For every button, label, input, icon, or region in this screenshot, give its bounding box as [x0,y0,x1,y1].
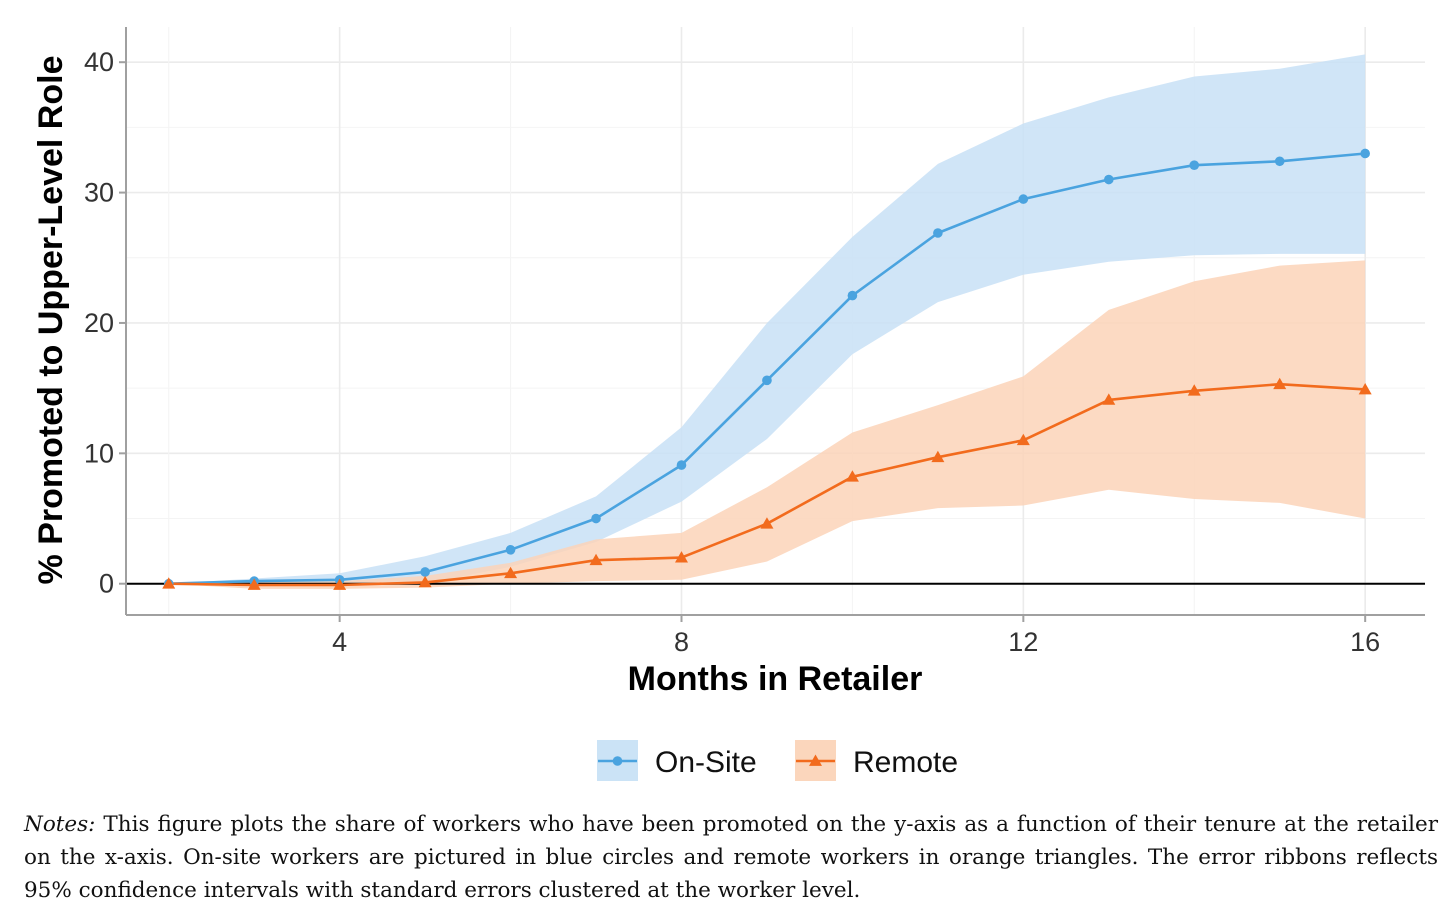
x-axis-title: Months in Retailer [628,660,923,698]
point-on-site [1103,174,1114,185]
tick-labels: 0 10 20 30 40 4 8 12 16 [84,47,1380,657]
x-tick-label: 16 [1350,627,1380,657]
point-on-site [847,290,858,301]
point-remote [589,553,603,566]
point-remote [674,551,688,563]
ribbon-on-site [168,54,1366,584]
y-tick-label: 40 [84,47,114,77]
chart: 0 10 20 30 40 4 8 12 16 Months in Retailer % Pro… [32,27,1425,781]
x-tick-label: 12 [1008,627,1038,657]
point-on-site [1189,160,1200,170]
point-remote [1358,382,1372,395]
point-remote [418,575,432,588]
y-tick-label: 30 [84,178,114,208]
figure-notes: Notes: This figure plots the share of wo… [24,808,1438,907]
series-markers [162,148,1372,590]
point-remote [1102,393,1116,405]
notes-label: Notes: [24,812,96,837]
point-on-site [505,545,516,555]
point-on-site [1274,156,1285,167]
point-remote [760,517,774,529]
x-tick-label: 8 [674,627,689,657]
point-remote [1187,384,1201,396]
point-remote [931,450,945,463]
point-remote [504,566,518,579]
y-tick-label: 20 [84,308,114,338]
y-axis-title: % Promoted to Upper-Level Role [32,56,70,585]
legend-marker-remote [809,754,822,766]
point-remote [1273,377,1287,390]
legend-label-remote: Remote [853,746,958,779]
point-on-site [933,228,943,238]
point-remote [1016,433,1030,446]
notes-text: This figure plots the share of workers w… [24,812,1438,903]
x-tick-label: 4 [332,627,347,657]
y-tick-label: 0 [99,569,114,599]
legend: On-Site Remote [597,740,958,781]
axes [119,27,1425,622]
point-on-site [1018,194,1029,204]
confidence-ribbons [168,54,1366,589]
point-remote [333,578,347,590]
legend-marker-on-site [612,756,623,766]
point-remote [162,577,176,589]
point-remote [845,470,859,482]
point-on-site [591,513,601,524]
point-on-site [420,567,430,577]
point-on-site [676,460,687,470]
y-tick-label: 10 [84,438,114,468]
point-remote [247,578,261,590]
point-on-site [762,375,772,386]
legend-label-on-site: On-Site [655,746,757,779]
point-on-site [1360,148,1370,159]
